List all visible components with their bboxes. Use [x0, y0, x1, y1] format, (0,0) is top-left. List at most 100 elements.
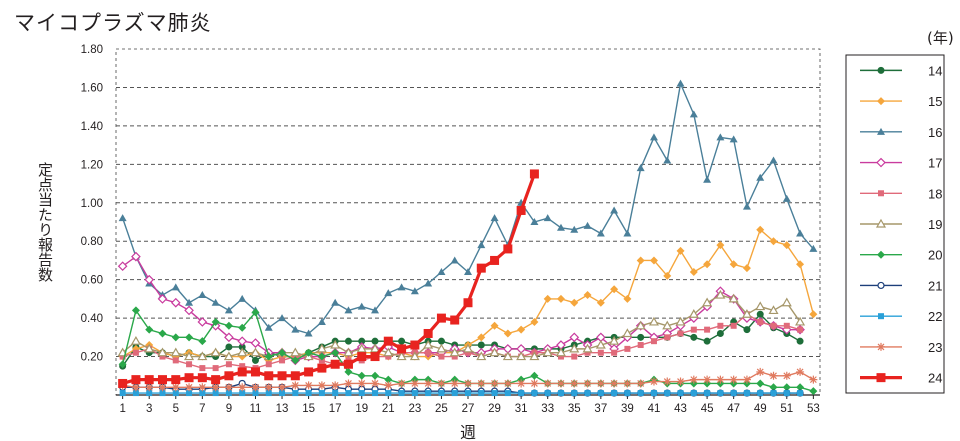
series-22-point: [597, 390, 604, 397]
series-18-point: [637, 342, 644, 349]
series-19-point: [675, 316, 686, 326]
series-18-point: [186, 361, 193, 368]
series-16-point: [769, 156, 778, 164]
series-18-point: [159, 353, 166, 360]
series-17-point: [569, 332, 580, 343]
x-tick-label: 15: [302, 403, 315, 415]
series-20-point: [809, 387, 818, 396]
series-23-point: [556, 379, 565, 388]
legend-marker-20: [877, 250, 885, 259]
series-15-point: [769, 237, 778, 246]
series-16-point: [570, 225, 579, 233]
series-18-point: [212, 365, 219, 372]
legend-label-20: 20: [928, 248, 942, 263]
series-19-point: [170, 347, 181, 357]
x-tick-label: 19: [355, 403, 368, 415]
series-23-point: [610, 379, 619, 388]
series-15-point: [809, 310, 818, 319]
series-19-point: [529, 351, 540, 361]
series-23-point: [145, 383, 154, 392]
legend-label-19: 19: [928, 217, 942, 232]
series-19-point: [755, 301, 766, 311]
series-16-point: [304, 329, 313, 337]
series-24-point: [211, 375, 221, 385]
series-24-point: [157, 375, 167, 385]
series-23-point: [198, 383, 207, 392]
x-tick-label: 35: [568, 403, 581, 415]
series-20-point: [796, 383, 805, 392]
series-22-point: [146, 390, 153, 397]
series-19-point: [555, 347, 567, 357]
series-16-point: [238, 294, 247, 302]
x-tick-label: 41: [648, 403, 661, 415]
series-19-point: [184, 351, 195, 361]
series-16-point: [663, 156, 672, 164]
series-15-point: [610, 285, 619, 294]
y-tick-label: 0.80: [81, 236, 103, 248]
series-18-point: [385, 353, 392, 360]
series-16-point: [477, 241, 486, 249]
series-24-point: [197, 373, 207, 383]
y-tick-label: 0.20: [81, 352, 103, 364]
series-18-point: [797, 326, 804, 333]
series-23-point: [131, 383, 140, 392]
series-23-point: [716, 375, 725, 384]
series-19-point: [595, 339, 606, 349]
series-18-point: [225, 361, 232, 368]
legend-label-18: 18: [928, 186, 942, 201]
series-20-point: [530, 371, 539, 380]
series-20-point: [224, 321, 233, 330]
series-15-point: [490, 321, 499, 330]
series-20-point: [371, 371, 380, 380]
series-15-point: [782, 241, 791, 250]
y-axis-title: 定点当たり報告数: [36, 162, 54, 282]
series-24-point: [370, 352, 380, 362]
series-20-point: [238, 323, 247, 332]
series-22-point: [650, 390, 657, 397]
series-14-point: [796, 337, 804, 345]
series-23-point: [782, 371, 791, 380]
legend-unit-label: (年): [927, 29, 954, 47]
series-18-point: [677, 330, 684, 337]
series-22-point: [199, 390, 206, 397]
series-24-point: [410, 340, 420, 350]
series-19-point: [237, 347, 248, 357]
series-19-point: [316, 343, 327, 353]
series-15-point: [503, 329, 512, 338]
series-20-point: [118, 360, 127, 369]
series-22-point: [664, 390, 671, 397]
series-19-point: [330, 339, 341, 349]
series-19-point: [343, 347, 354, 357]
series-19-point: [516, 351, 527, 361]
series-20-point: [782, 383, 791, 392]
series-20-point: [211, 317, 220, 326]
series-14-point: [398, 337, 406, 345]
series-23-point: [211, 383, 220, 392]
x-tick-label: 3: [146, 403, 152, 415]
series-19-point: [369, 343, 381, 353]
series-18-point: [239, 363, 246, 370]
series-20-point: [344, 367, 353, 376]
series-15-point: [543, 294, 552, 303]
series-16-point: [224, 306, 233, 314]
series-24-point: [184, 373, 194, 383]
series-16-point: [809, 244, 818, 252]
series-22-point: [438, 390, 445, 397]
series-14-point: [756, 310, 764, 318]
series-17-point: [144, 274, 155, 285]
series-19-point: [569, 343, 580, 353]
x-tick-label: 31: [515, 403, 528, 415]
series-22-point: [186, 390, 193, 397]
series-17-point: [157, 294, 168, 304]
series-22-point: [332, 390, 339, 397]
series-19-point: [768, 305, 779, 315]
series-16-point: [211, 298, 220, 306]
series-15-point: [583, 291, 592, 300]
legend-marker-16: [877, 127, 885, 135]
series-16-point: [384, 289, 393, 297]
series-15-point: [623, 294, 632, 303]
series-19-point: [383, 347, 394, 357]
y-tick-label: 1.00: [81, 198, 103, 210]
